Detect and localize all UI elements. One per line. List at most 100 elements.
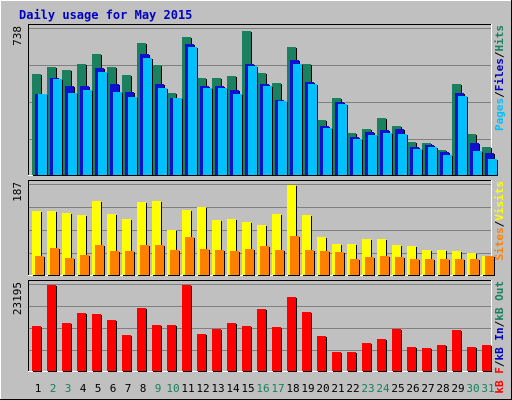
bar-sites [50,248,59,275]
bar-kb-f [257,309,266,371]
x-tick-label: 21 [331,382,344,395]
bar-pages [68,93,77,175]
legend-part: / [493,91,506,98]
x-tick-label: 12 [196,382,209,395]
bar-pages [473,151,482,175]
bar-kb-f [302,312,311,371]
bar-pages [98,72,107,175]
bar-sites [365,257,374,275]
bar-pages [428,147,437,175]
bar-sites [350,259,359,275]
y-max-label: 187 [11,182,24,202]
x-tick-label: 3 [65,382,72,395]
x-tick-label: 18 [286,382,299,395]
bar-visits [92,201,101,275]
x-tick-label: 30 [466,382,479,395]
x-tick-label: 5 [95,382,102,395]
bar-pages [173,98,182,175]
bar-sites [455,259,464,275]
x-tick-label: 2 [50,382,57,395]
legend-part: Visits [493,181,506,221]
bar-pages [398,134,407,175]
series-legend: Sites/Visits [493,181,506,261]
legend-part: / [493,220,506,227]
x-tick-label: 22 [346,382,359,395]
x-tick-label: 9 [155,382,162,395]
bar-kb-f [92,314,101,371]
bar-visits [47,211,56,275]
bar-sites [335,252,344,275]
bar-kb-f [77,313,86,371]
bar-visits [302,215,311,275]
bar-pages [218,88,227,175]
bar-kb-f [317,336,326,371]
bar-kb-f [137,308,146,371]
bar-kb-f [482,345,491,371]
panel-kbytes: 23 19 5 kB F/kB In/kB Out [11,280,506,394]
bar-kb-f [152,325,161,371]
bar-sites [485,256,494,275]
bar-sites [185,237,194,275]
series-legend: kB F/kB In/kB Out [493,281,506,394]
bar-visits [197,207,206,275]
bar-visits [122,219,131,275]
bar-kb-f [167,325,176,371]
x-tick-label: 28 [436,382,449,395]
bar-pages [53,79,62,175]
x-tick-label: 24 [376,382,390,395]
bar-pages [413,149,422,175]
bar-pages [263,86,272,175]
bar-sites [95,245,104,275]
bar-sites [425,259,434,275]
bar-visits [107,214,116,275]
bar-pages [383,133,392,175]
bar-visits [152,201,161,275]
legend-part: Hits [493,25,506,52]
legend-part: kB Out [493,281,506,321]
bar-kb-f [377,339,386,371]
bar-sites [320,251,329,275]
bar-pages [143,58,152,175]
bar-sites [215,250,224,275]
bar-pages [368,135,377,175]
bar-pages [488,159,497,175]
bar-sites [440,259,449,275]
bar-visits [77,215,86,275]
x-tick-label: 16 [256,382,269,395]
bar-sites [80,255,89,275]
bar-kb-f [107,320,116,371]
bar-pages [443,155,452,175]
bar-sites [110,251,119,275]
bar-kb-f [332,352,341,371]
bar-pages [188,47,197,175]
x-tick-label: 17 [271,382,284,395]
legend-part: / [493,51,506,58]
x-tick-label: 6 [110,382,117,395]
bar-sites [275,250,284,275]
bar-sites [380,256,389,275]
bar-pages [338,104,347,175]
bar-pages [458,96,467,175]
bar-pages [128,97,137,175]
legend-part: Pages [493,98,506,131]
bar-kb-f [347,352,356,371]
bar-kb-f [62,323,71,371]
bar-sites [470,259,479,275]
x-tick-label: 19 [301,382,314,395]
bar-pages [233,94,242,175]
bar-visits [137,202,146,275]
legend-part: kB In [493,327,506,360]
bar-pages [158,88,167,175]
series-legend: Pages/Files/Hits [493,25,506,131]
bar-pages [353,139,362,175]
legend-part: Sites [493,227,506,260]
x-tick-label: 29 [451,382,464,395]
bar-pages [38,94,47,175]
bar-kb-f [272,327,281,371]
bar-sites [155,245,164,275]
bar-kb-f [212,329,221,371]
bar-kb-f [287,297,296,371]
bar-pages [308,84,317,175]
x-tick-label: 7 [125,382,132,395]
